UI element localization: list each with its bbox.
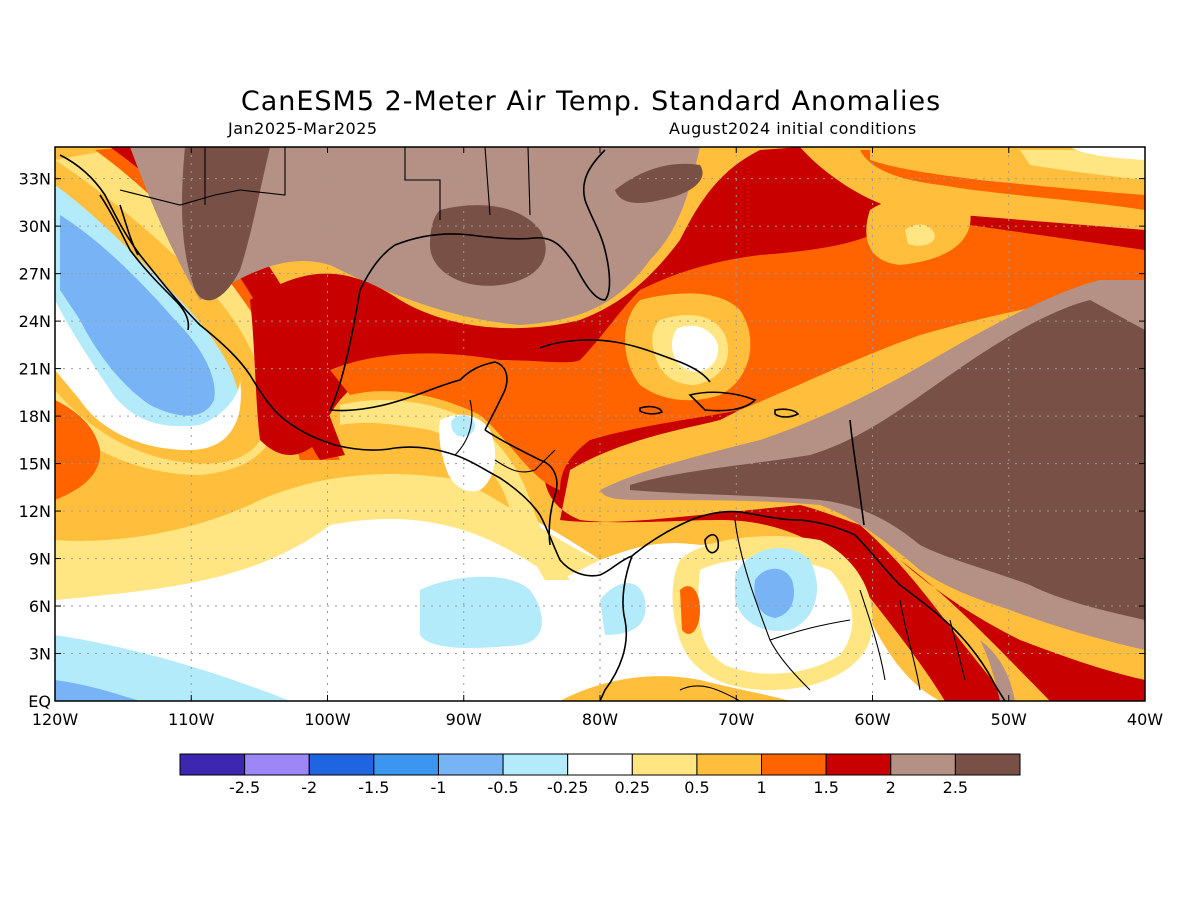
colorbar-swatch xyxy=(567,753,633,776)
colorbar-label: -2.5 xyxy=(229,778,260,797)
lat-tick-label: 3N xyxy=(29,645,51,664)
lat-tick-label: 21N xyxy=(19,360,51,379)
country-borders xyxy=(119,147,966,701)
coastlines xyxy=(59,149,1006,701)
field-yellow-west xyxy=(55,474,600,600)
field-yellow-sa-south xyxy=(560,676,790,701)
lat-tick-label: 24N xyxy=(19,312,51,331)
lon-tick-label: 80W xyxy=(582,710,618,729)
latitude-axis: EQ 3N 6N 9N 12N 15N 18N 21N 24N 27N 30N 33N xyxy=(19,170,1145,711)
lon-tick-label: 110W xyxy=(168,710,215,729)
lon-tick-label: 50W xyxy=(991,710,1027,729)
forecast-period: Jan2025-Mar2025 xyxy=(228,119,378,138)
colorbar-swatch xyxy=(502,753,569,776)
field-blue-south xyxy=(55,680,140,701)
field-darkbrown-atl xyxy=(630,300,1145,620)
lat-tick-label: 18N xyxy=(19,407,51,426)
colorbar-label: -1.5 xyxy=(358,778,389,797)
colorbar-swatch xyxy=(761,753,827,776)
colorbar-label: -0.25 xyxy=(547,778,588,797)
colorbar-swatch xyxy=(373,753,439,776)
colorbar-swatch xyxy=(825,753,892,776)
colorbar-label: 0.5 xyxy=(684,778,709,797)
lat-tick-label: 33N xyxy=(19,170,51,189)
field-red-sa xyxy=(900,560,1145,701)
lat-tick-label: 6N xyxy=(29,597,51,616)
colorbar-swatch xyxy=(696,753,763,776)
field-orange-sa-west xyxy=(680,586,700,634)
colorbar-swatch xyxy=(890,753,956,776)
lat-tick-label: 15N xyxy=(19,455,51,474)
field-white-atl xyxy=(1070,147,1145,160)
field-lightyellow-bermuda xyxy=(905,224,935,246)
colorbar-label: -2 xyxy=(301,778,317,797)
colorbar-swatch xyxy=(179,753,246,776)
field-white-carib xyxy=(672,325,719,372)
lat-tick-label: 27N xyxy=(19,265,51,284)
longitude-axis: 120W 110W 100W 90W 80W 70W 60W 50W 40W xyxy=(32,147,1163,729)
field-darkbrown-gulf xyxy=(430,205,546,286)
field-cyan-pacific xyxy=(420,576,542,648)
field-darkbrown-texas xyxy=(182,147,270,301)
lon-tick-label: 100W xyxy=(304,710,351,729)
map-title: CanESM5 2-Meter Air Temp. Standard Anoma… xyxy=(240,86,942,117)
field-white-mexico xyxy=(55,300,241,450)
field-darkbrown-se xyxy=(615,163,703,203)
lon-tick-label: 90W xyxy=(446,710,482,729)
lat-tick-label: 30N xyxy=(19,217,51,236)
field-white-ca xyxy=(439,414,496,492)
field-blue-mexico xyxy=(60,215,215,416)
field-cyan-south xyxy=(55,635,290,701)
colorbar-swatch xyxy=(308,753,375,776)
lon-tick-label: 40W xyxy=(1127,710,1163,729)
field-orange-left xyxy=(55,400,101,500)
lat-tick-label: 9N xyxy=(29,550,51,569)
field-brown-us xyxy=(130,147,700,325)
lon-tick-label: 70W xyxy=(718,710,754,729)
colorbar-label: 2.5 xyxy=(943,778,968,797)
lon-tick-label: 60W xyxy=(854,710,890,729)
lat-tick-label: EQ xyxy=(28,692,51,711)
grid-lines xyxy=(55,147,1145,701)
anomaly-fields xyxy=(55,147,1145,701)
colorbar: -2.5 -2 -1.5 -1 -0.5 -0.25 0.25 0.5 1 1.5 2 2.5 xyxy=(179,753,1021,797)
colorbar-label: -0.5 xyxy=(487,778,518,797)
field-brown-sa xyxy=(980,640,1015,701)
lat-tick-label: 12N xyxy=(19,502,51,521)
colorbar-label: 1 xyxy=(756,778,766,797)
colorbar-label: -1 xyxy=(430,778,446,797)
colorbar-label: 1.5 xyxy=(813,778,838,797)
colorbar-label: 0.25 xyxy=(614,778,650,797)
colorbar-swatch xyxy=(244,753,310,776)
colorbar-swatch xyxy=(954,753,1021,776)
colorbar-swatch xyxy=(437,753,504,776)
colorbar-swatch xyxy=(631,753,698,776)
colorbar-label: 2 xyxy=(886,778,896,797)
initial-conditions-label: August2024 initial conditions xyxy=(669,119,917,138)
lon-tick-label: 120W xyxy=(32,710,79,729)
